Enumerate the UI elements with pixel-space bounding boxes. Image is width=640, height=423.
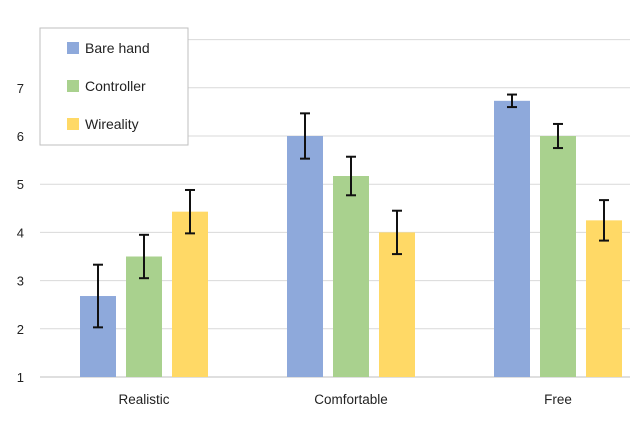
bar-wireality-realistic [172, 211, 208, 377]
x-category-label: Realistic [118, 392, 169, 407]
y-tick-label: 7 [17, 81, 24, 96]
x-category-label: Free [544, 392, 572, 407]
bars [80, 100, 622, 378]
x-axis-labels: Realistic Comfortable Free [118, 392, 571, 407]
y-tick-label: 6 [17, 129, 24, 144]
bar-bare-hand-comfortable [287, 136, 323, 377]
error-bar-bare-hand-realistic [93, 263, 103, 329]
legend: Bare hand Controller Wireality [39, 27, 189, 146]
bar-bare-hand-free [494, 100, 530, 378]
legend-label: Bare hand [85, 40, 150, 56]
legend-label: Controller [85, 78, 146, 94]
x-category-label: Comfortable [314, 392, 388, 407]
bar-wireality-free [586, 220, 622, 377]
y-tick-label: 2 [17, 322, 24, 337]
error-bar-controller-realistic [139, 233, 149, 280]
error-bar-bare-hand-comfortable [300, 112, 310, 160]
error-bar-wireality-free [599, 199, 609, 242]
error-bar-wireality-realistic [185, 188, 195, 235]
y-tick-label: 4 [17, 225, 24, 240]
y-tick-label: 5 [17, 177, 24, 192]
bar-controller-free [540, 136, 576, 377]
legend-box [39, 27, 189, 146]
legend-swatch-controller [67, 80, 79, 92]
legend-swatch-bare-hand [67, 42, 79, 54]
legend-label: Wireality [85, 116, 139, 132]
bar-wireality-comfortable [379, 232, 415, 377]
bar-controller-comfortable [333, 176, 369, 377]
y-axis-ticks: 1 2 3 4 5 6 7 [17, 81, 24, 385]
error-bar-controller-comfortable [346, 155, 356, 197]
error-bar-wireality-comfortable [392, 209, 402, 256]
error-bar-bare-hand-free [507, 93, 517, 109]
y-tick-label: 3 [17, 274, 24, 289]
legend-swatch-wireality [67, 118, 79, 130]
y-tick-label: 1 [17, 370, 24, 385]
error-bars [93, 93, 609, 329]
error-bar-controller-free [553, 122, 563, 150]
